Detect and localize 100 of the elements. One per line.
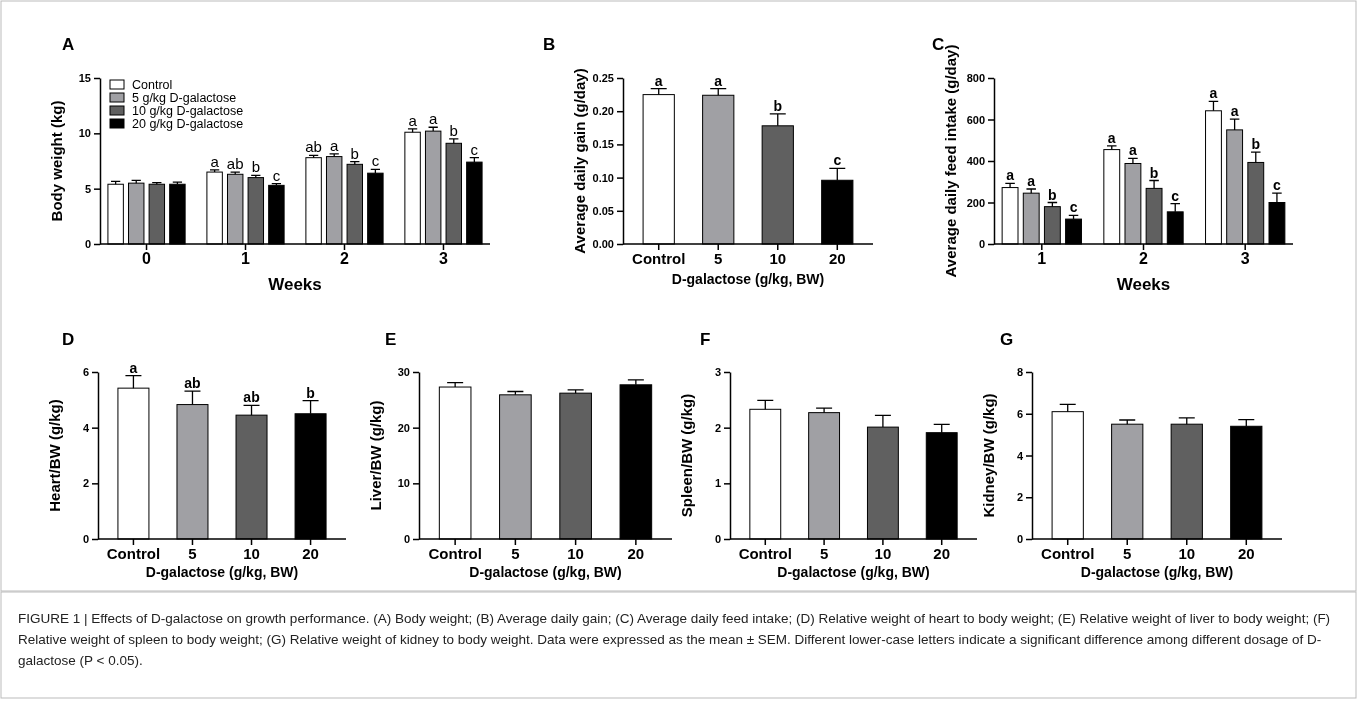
data-label: a [1006, 167, 1015, 184]
legend-label: 20 g/kg D-galactose [132, 117, 244, 131]
chart-title: F [700, 330, 711, 349]
x-axis-title: D-galactose (g/kg, BW) [469, 564, 622, 580]
data-label: a [1230, 103, 1239, 120]
data-label: a [210, 152, 220, 170]
chart-title: G [1000, 330, 1014, 349]
y-tick-label: 2 [714, 421, 721, 434]
y-tick-label: 2 [1016, 491, 1023, 504]
data-label: a [408, 111, 418, 129]
x-axis-title: D-galactose (g/kg, BW) [777, 564, 930, 580]
x-tick-label: 5 [511, 544, 520, 562]
y-tick-label: 4 [82, 421, 90, 434]
chart-title: B [543, 35, 556, 54]
x-tick-label: Control [428, 544, 482, 562]
x-tick-label: 5 [1123, 544, 1132, 562]
y-tick-label: 0 [403, 533, 410, 546]
y-tick-label: 6 [1016, 407, 1023, 420]
y-tick-label: 200 [966, 196, 985, 209]
y-tick-label: 5 [84, 182, 91, 195]
x-tick-label: 3 [439, 250, 449, 268]
y-tick-label: 0 [1016, 533, 1023, 546]
y-tick-label: 0 [714, 533, 721, 546]
x-tick-label: 20 [627, 544, 645, 562]
data-label: a [429, 110, 439, 128]
data-label: c [272, 166, 281, 184]
data-label: ab [305, 138, 322, 156]
data-label: a [1107, 129, 1116, 146]
x-tick-label: 20 [302, 544, 319, 562]
x-tick-label: 20 [1237, 544, 1255, 562]
x-tick-label: 20 [828, 249, 846, 267]
x-tick-label: 1 [241, 250, 251, 268]
chart-title: A [62, 35, 75, 54]
y-tick-label: 0.15 [592, 138, 614, 151]
x-tick-label: Control [632, 249, 686, 267]
y-tick-label: 0.00 [592, 238, 614, 251]
data-label: b [350, 144, 359, 162]
x-tick-label: 3 [1240, 250, 1250, 268]
y-tick-label: 10 [78, 127, 91, 140]
data-label: b [251, 158, 260, 176]
data-label: b [449, 121, 458, 139]
data-label: a [1209, 85, 1218, 102]
data-label: a [714, 72, 723, 89]
y-tick-label: 0.20 [592, 105, 614, 118]
chart-title: C [932, 35, 945, 54]
data-label: c [371, 152, 380, 170]
y-tick-label: 1 [714, 477, 721, 490]
data-label: b [1048, 186, 1057, 203]
x-axis-title: Weeks [268, 275, 322, 294]
data-label: c [833, 152, 842, 169]
y-tick-label: 20 [397, 421, 410, 434]
x-tick-label: 2 [1139, 250, 1149, 268]
y-tick-label: 0.05 [592, 204, 614, 217]
data-label: c [1273, 177, 1282, 194]
y-tick-label: 0.25 [592, 72, 614, 85]
y-tick-label: 800 [966, 72, 985, 85]
x-tick-label: 10 [567, 544, 584, 562]
x-tick-label: 2 [340, 250, 350, 268]
data-label: a [654, 72, 663, 89]
data-label: b [1149, 164, 1159, 181]
x-tick-label: Control [106, 544, 161, 562]
y-axis-title: Body weight (kg) [48, 100, 65, 222]
y-tick-label: 2 [82, 477, 89, 490]
caption: FIGURE 1 | Effects of D-galactose on growth performance. (A) Body weight; (B) Average daily gain; (C) Average daily feed intake; (D) Relative weight of heart to body weight; (E) Relative weight of liver to body weight; (F) Relative weight of spleen to body weight; (G) Relative weight of kidney to body weight. Data were expressed as the mean ± SEM. Different lower-case letters indicate a significant difference among different dosage of D-galactose (P < 0.05). [18, 610, 1332, 670]
y-axis-title: Spleen/BW (g/kg) [678, 393, 695, 518]
x-tick-label: 10 [769, 249, 787, 267]
chart-title: E [385, 330, 397, 349]
y-tick-label: 3 [714, 366, 721, 379]
y-tick-label: 6 [82, 366, 89, 379]
y-tick-label: 0 [82, 533, 89, 546]
x-tick-label: Control [738, 544, 792, 562]
data-label: c [1171, 187, 1180, 204]
legend-label: Control [132, 78, 173, 92]
y-tick-label: 600 [966, 113, 985, 126]
y-axis-title: Heart/BW (g/kg) [46, 399, 63, 512]
y-tick-label: 15 [78, 72, 91, 85]
data-label: b [773, 97, 783, 114]
data-label: c [1069, 199, 1078, 216]
chart-title: D [62, 330, 75, 349]
data-label: b [306, 384, 315, 401]
data-label: ab [184, 375, 201, 392]
x-tick-label: Control [1041, 544, 1095, 562]
x-tick-label: 20 [933, 544, 951, 562]
y-tick-label: 0 [84, 238, 91, 251]
data-label: a [1027, 173, 1036, 190]
y-tick-label: 8 [1016, 366, 1023, 379]
legend-label: 10 g/kg D-galactose [132, 104, 244, 118]
data-label: ab [226, 155, 244, 173]
y-axis-title: Liver/BW (g/kg) [367, 400, 384, 511]
data-label: c [470, 140, 479, 158]
x-axis-title: D-galactose (g/kg, BW) [671, 271, 825, 287]
x-tick-label: 10 [1178, 544, 1196, 562]
data-label: a [330, 136, 340, 154]
y-tick-label: 400 [966, 155, 985, 168]
y-axis-title: Kidney/BW (g/kg) [980, 393, 997, 518]
y-tick-label: 4 [1016, 449, 1024, 462]
x-axis-title: D-galactose (g/kg, BW) [1080, 564, 1234, 580]
x-tick-label: 10 [874, 544, 892, 562]
legend-label: 5 g/kg D-galactose [132, 91, 237, 105]
y-axis-title: Average daily gain (g/day) [571, 68, 588, 254]
